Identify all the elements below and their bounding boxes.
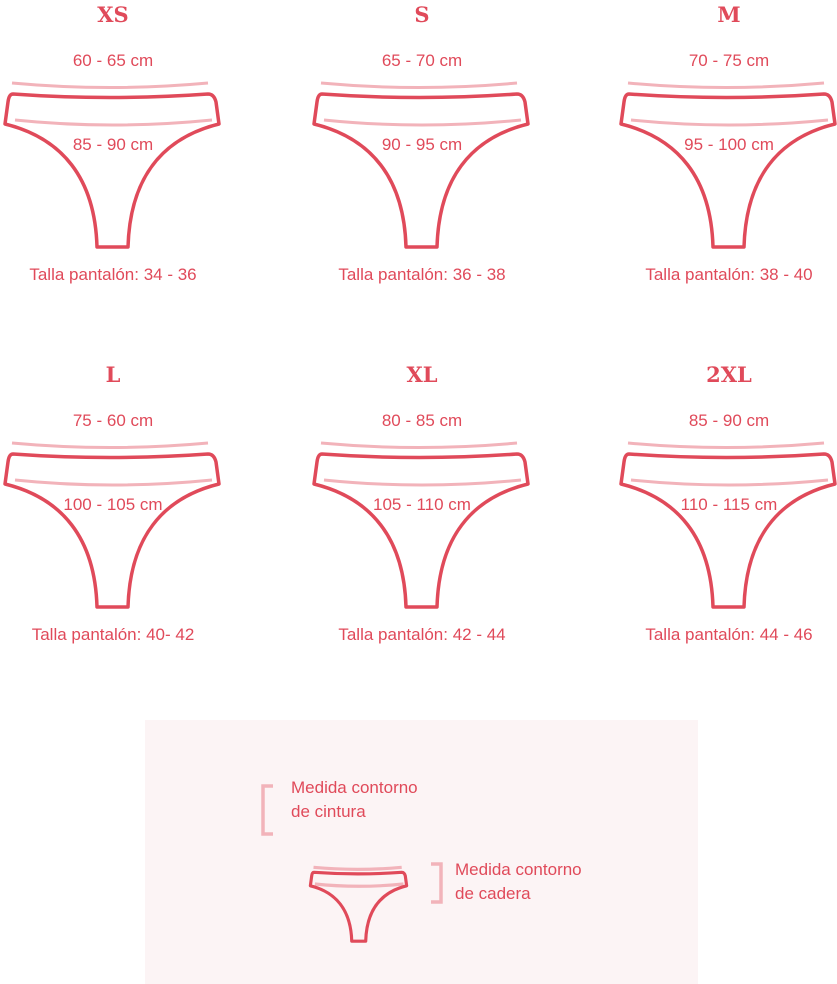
pants-size: Talla pantalón: 42 - 44: [338, 625, 506, 644]
size-card-xs: XS 60 - 65 cm 85 - 90 cm Talla pantalón: 34…: [2, 0, 224, 290]
waist-measure-line: [320, 441, 518, 449]
waist-legend-label: Medida contorno de cintura: [291, 776, 418, 824]
hip-measure-line: [630, 478, 829, 487]
hip-bracket-icon: [431, 862, 443, 904]
panty-outline: [3, 92, 221, 249]
waist-legend-line1: Medida contorno: [291, 778, 418, 797]
panty-icon: [619, 441, 837, 609]
pants-size: Talla pantalón: 44 - 46: [645, 625, 813, 644]
panty-outline: [619, 452, 837, 609]
waist-legend-line2: de cintura: [291, 802, 366, 821]
hip-legend-line1: Medida contorno: [455, 860, 582, 879]
hip-measure: 100 - 105 cm: [63, 495, 163, 514]
hip-measure-line: [323, 478, 522, 487]
hip-legend-line2: de cadera: [455, 884, 531, 903]
hip-measure-line: [323, 118, 522, 127]
waist-measure-line: [11, 81, 209, 89]
waist-measure: 80 - 85 cm: [381, 411, 463, 430]
waist-measure: 85 - 90 cm: [688, 411, 770, 430]
hip-measure: 95 - 100 cm: [684, 135, 774, 154]
waist-measure-line: [627, 441, 825, 449]
waist-measure-line: [313, 865, 402, 871]
hip-measure-line: [630, 118, 829, 127]
legend-box: Medida contorno de cintura Medida contor…: [145, 720, 698, 984]
waist-measure-line: [320, 81, 518, 89]
hip-measure-line: [314, 882, 404, 888]
size-title: S: [414, 2, 430, 27]
waist-measure-line: [627, 81, 825, 89]
waist-measure: 60 - 65 cm: [72, 51, 154, 70]
panty-icon: [3, 441, 221, 609]
hip-measure: 110 - 115 cm: [680, 495, 778, 514]
size-card-s: S 65 - 70 cm 90 - 95 cm Talla pantalón: 36 …: [311, 0, 533, 290]
panty-outline: [312, 452, 530, 609]
size-title: 2XL: [706, 362, 752, 387]
panty-outline: [619, 92, 837, 249]
hip-measure: 85 - 90 cm: [72, 135, 154, 154]
size-title: M: [717, 2, 741, 27]
size-card-xl: XL 80 - 85 cm 105 - 110 cm Talla pantalón: …: [311, 360, 533, 650]
size-title: XS: [97, 2, 129, 27]
pants-size: Talla pantalón: 36 - 38: [338, 265, 506, 284]
size-title: L: [105, 362, 121, 387]
waist-measure: 70 - 75 cm: [688, 51, 770, 70]
hip-measure-line: [14, 478, 213, 487]
waist-bracket-icon: [261, 784, 273, 836]
hip-measure-line: [14, 118, 213, 127]
pants-size: Talla pantalón: 40- 42: [31, 625, 195, 644]
size-title: XL: [406, 362, 438, 387]
pants-size: Talla pantalón: 38 - 40: [645, 265, 813, 284]
panty-icon: [3, 81, 221, 249]
legend-panty-icon: [261, 784, 443, 943]
hip-measure: 105 - 110 cm: [373, 495, 471, 514]
hip-measure: 90 - 95 cm: [381, 135, 463, 154]
hip-legend-label: Medida contorno de cadera: [455, 858, 582, 906]
panty-icon: [312, 81, 530, 249]
panty-outline: [312, 92, 530, 249]
panty-outline: [308, 870, 409, 943]
size-card-2xl: 2XL 85 - 90 cm 110 - 115 cm Talla pantalón:…: [618, 360, 837, 650]
size-card-m: M 70 - 75 cm 95 - 100 cm Talla pantalón: 38…: [618, 0, 837, 290]
waist-measure: 65 - 70 cm: [381, 51, 463, 70]
panty-icon: [619, 81, 837, 249]
size-card-l: L 75 - 60 cm 100 - 105 cm Talla pantalón: 4…: [2, 360, 224, 650]
pants-size: Talla pantalón: 34 - 36: [29, 265, 197, 284]
panty-outline: [3, 452, 221, 609]
panty-icon: [312, 441, 530, 609]
waist-measure-line: [11, 441, 209, 449]
waist-measure: 75 - 60 cm: [72, 411, 154, 430]
